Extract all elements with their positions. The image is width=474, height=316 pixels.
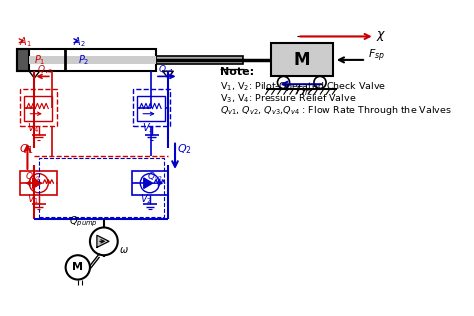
Text: $Q_{v3}$: $Q_{v3}$ xyxy=(37,64,53,76)
Circle shape xyxy=(90,228,118,255)
Bar xyxy=(39,158,164,217)
Circle shape xyxy=(314,76,326,88)
Polygon shape xyxy=(144,178,153,188)
Bar xyxy=(20,171,57,195)
Bar xyxy=(137,96,164,121)
Text: $Q_{v4}$: $Q_{v4}$ xyxy=(158,64,174,76)
Text: $\omega$: $\omega$ xyxy=(119,246,129,256)
Text: V$_1$, V$_2$: Pilot-Operated Check Valve: V$_1$, V$_2$: Pilot-Operated Check Valve xyxy=(220,80,386,93)
Polygon shape xyxy=(97,235,109,247)
Bar xyxy=(17,49,29,71)
Text: $F_{frc}$: $F_{frc}$ xyxy=(295,84,313,98)
Circle shape xyxy=(140,173,159,193)
Text: $Q_{v2}$: $Q_{v2}$ xyxy=(147,171,164,183)
Text: $\chi$: $\chi$ xyxy=(376,29,387,43)
Bar xyxy=(20,89,57,126)
Text: $Q_1$: $Q_1$ xyxy=(19,142,34,156)
Text: $V_3$: $V_3$ xyxy=(142,121,155,135)
Circle shape xyxy=(29,173,48,193)
Text: $Q_{v1}$, $Q_{v2}$, $Q_{v3}$,$Q_{v4}$ : Flow Rate Through the Valves: $Q_{v1}$, $Q_{v2}$, $Q_{v3}$,$Q_{v4}$ : … xyxy=(220,104,452,117)
Text: Note:: Note: xyxy=(220,67,254,77)
Text: $P_1$: $P_1$ xyxy=(35,53,46,67)
Text: $V_1$: $V_1$ xyxy=(27,192,40,206)
Bar xyxy=(133,89,170,126)
Text: V$_3$, V$_4$: Pressure Relief Valve: V$_3$, V$_4$: Pressure Relief Valve xyxy=(220,92,356,105)
Circle shape xyxy=(277,76,290,88)
Circle shape xyxy=(65,255,90,280)
Text: $Q_2$: $Q_2$ xyxy=(177,142,191,156)
Text: $F_{sp}$: $F_{sp}$ xyxy=(368,48,385,64)
Text: $Q_{pump}$: $Q_{pump}$ xyxy=(69,214,98,229)
Text: $V_2$: $V_2$ xyxy=(140,192,153,206)
Bar xyxy=(156,56,243,64)
Bar xyxy=(17,49,156,71)
Bar xyxy=(24,96,52,121)
Bar xyxy=(132,171,168,195)
Text: $P_2$: $P_2$ xyxy=(78,53,89,67)
Text: M: M xyxy=(293,51,310,69)
Bar xyxy=(271,43,333,76)
Text: M: M xyxy=(73,262,83,272)
Text: $A_2$: $A_2$ xyxy=(73,35,86,49)
Text: $Q_{v1}$: $Q_{v1}$ xyxy=(25,171,41,183)
Bar xyxy=(29,56,156,64)
Text: $A_1$: $A_1$ xyxy=(19,35,32,49)
Polygon shape xyxy=(33,178,41,188)
Text: $V_4$: $V_4$ xyxy=(27,121,40,135)
